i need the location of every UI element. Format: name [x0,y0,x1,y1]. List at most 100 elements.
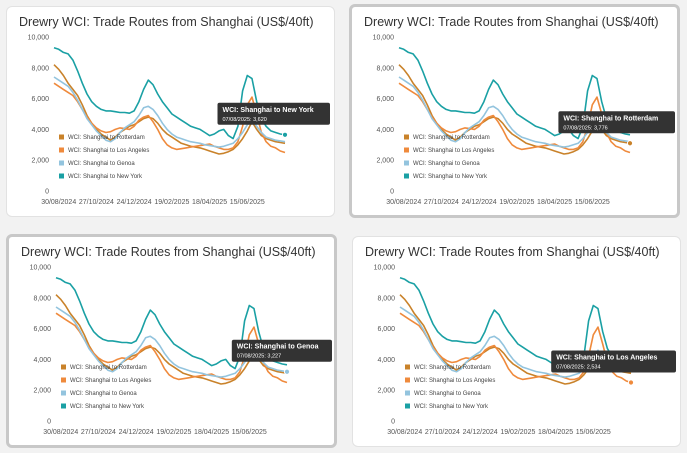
chart-card-new-york: Drewry WCI: Trade Routes from Shanghai (… [6,6,335,217]
tooltip-title: WCI: Shanghai to New York [223,107,314,114]
y-tick-label: 0 [45,189,49,196]
x-tick-label: 27/10/2024 [81,429,116,436]
series-line-los-angeles [399,312,632,384]
y-tick-label: 8,000 [377,295,395,302]
x-tick-label: 19/02/2025 [500,429,535,436]
tooltip-box [217,102,330,125]
series-line-los-angeles [398,82,631,154]
y-tick-label: 2,000 [376,158,394,165]
legend-label: WCI: Shanghai to Rotterdam [70,365,147,371]
legend-label: WCI: Shanghai to New York [413,174,488,180]
legend-swatch [59,160,64,166]
series-line-los-angeles [55,312,288,384]
x-tick-label: 30/08/2024 [43,429,78,436]
x-tick-label: 27/10/2024 [424,199,459,206]
y-tick-label: 6,000 [31,96,49,103]
legend-swatch [405,364,410,370]
chart-card-rotterdam: Drewry WCI: Trade Routes from Shanghai (… [349,4,680,218]
legend-swatch [61,403,66,409]
tooltip-box [231,339,332,362]
tooltip-marker [283,368,291,375]
y-tick-label: 2,000 [31,158,49,165]
x-tick-label: 18/04/2025 [192,199,227,206]
legend-swatch [405,403,410,409]
legend-label: WCI: Shanghai to New York [70,404,145,410]
x-tick-label: 24/12/2024 [463,429,498,436]
legend-label: WCI: Shanghai to New York [68,174,143,180]
tooltip-box [558,111,675,134]
line-chart[interactable]: 10,000 8,000 6,000 4,000 2,000 0 30/08/2024 27/… [352,7,677,215]
legend-label: WCI: Shanghai to Rotterdam [414,365,491,371]
x-tick-label: 30/08/2024 [41,199,76,206]
legend-swatch [404,134,409,140]
y-tick-label: 6,000 [376,96,394,103]
series-line-new-york [55,277,288,370]
tooltip-box [551,350,676,373]
legend-swatch [59,173,64,179]
y-tick-label: 8,000 [33,295,51,302]
x-tick-label: 15/06/2025 [575,199,610,206]
x-tick-label: 30/08/2024 [387,429,422,436]
x-tick-label: 18/04/2025 [537,199,572,206]
legend-swatch [405,377,410,383]
chart-title: Drewry WCI: Trade Routes from Shanghai (… [19,15,314,29]
x-tick-label: 24/12/2024 [117,199,152,206]
legend-label: WCI: Shanghai to Los Angeles [413,148,494,154]
tooltip-title: WCI: Shanghai to Los Angeles [556,355,657,362]
legend-swatch [59,147,64,153]
legend-label: WCI: Shanghai to Los Angeles [68,148,149,154]
legend-label: WCI: Shanghai to Genoa [68,161,135,167]
legend-label: WCI: Shanghai to Rotterdam [68,135,145,141]
chart-title: Drewry WCI: Trade Routes from Shanghai (… [364,15,659,29]
y-tick-label: 0 [391,419,395,426]
y-tick-label: 4,000 [376,127,394,134]
y-tick-label: 4,000 [33,357,51,364]
x-tick-label: 18/04/2025 [538,429,573,436]
legend-label: WCI: Shanghai to Rotterdam [413,135,490,141]
y-tick-label: 0 [390,189,394,196]
legend-swatch [404,160,409,166]
line-chart[interactable]: 10,000 8,000 6,000 4,000 2,000 0 30/08/2024 27/… [7,7,336,218]
y-tick-label: 10,000 [373,35,395,42]
series-line-new-york [53,47,286,140]
tooltip-value: 07/08/2025: 3,620 [223,117,267,123]
x-tick-label: 27/10/2024 [425,429,460,436]
y-tick-label: 2,000 [377,388,395,395]
tooltip-title: WCI: Shanghai to Rotterdam [563,115,658,122]
legend-swatch [61,364,66,370]
line-chart[interactable]: 10,000 8,000 6,000 4,000 2,000 0 30/08/2024 27/… [353,237,682,448]
legend-label: WCI: Shanghai to Genoa [414,391,481,397]
legend-swatch [404,147,409,153]
y-tick-label: 4,000 [377,357,395,364]
legend-label: WCI: Shanghai to Los Angeles [70,378,151,384]
legend-swatch [61,390,66,396]
line-chart[interactable]: 10,000 8,000 6,000 4,000 2,000 0 30/08/2024 27/… [9,237,334,445]
y-tick-label: 6,000 [33,326,51,333]
legend-swatch [405,390,410,396]
chart-title: Drewry WCI: Trade Routes from Shanghai (… [21,245,316,259]
y-tick-label: 8,000 [31,65,49,72]
x-tick-label: 24/12/2024 [462,199,497,206]
x-tick-label: 19/02/2025 [499,199,534,206]
tooltip-value: 07/08/2025: 3,227 [237,354,281,360]
legend-swatch [59,134,64,140]
y-tick-label: 6,000 [377,326,395,333]
x-tick-label: 27/10/2024 [79,199,114,206]
y-tick-label: 10,000 [374,265,396,272]
x-tick-label: 15/06/2025 [232,429,267,436]
x-tick-label: 24/12/2024 [119,429,154,436]
tooltip-marker [281,131,289,138]
tooltip-value: 07/08/2025: 3,776 [563,125,607,131]
tooltip-marker [627,379,635,386]
y-tick-label: 10,000 [30,265,52,272]
y-tick-label: 4,000 [31,127,49,134]
x-tick-label: 19/02/2025 [154,199,189,206]
x-tick-label: 18/04/2025 [194,429,229,436]
legend-swatch [404,173,409,179]
x-tick-label: 15/06/2025 [230,199,265,206]
legend-label: WCI: Shanghai to Genoa [413,161,480,167]
x-tick-label: 15/06/2025 [576,429,611,436]
y-tick-label: 2,000 [33,388,51,395]
tooltip-marker [626,140,634,147]
tooltip-title: WCI: Shanghai to Genoa [237,344,319,351]
